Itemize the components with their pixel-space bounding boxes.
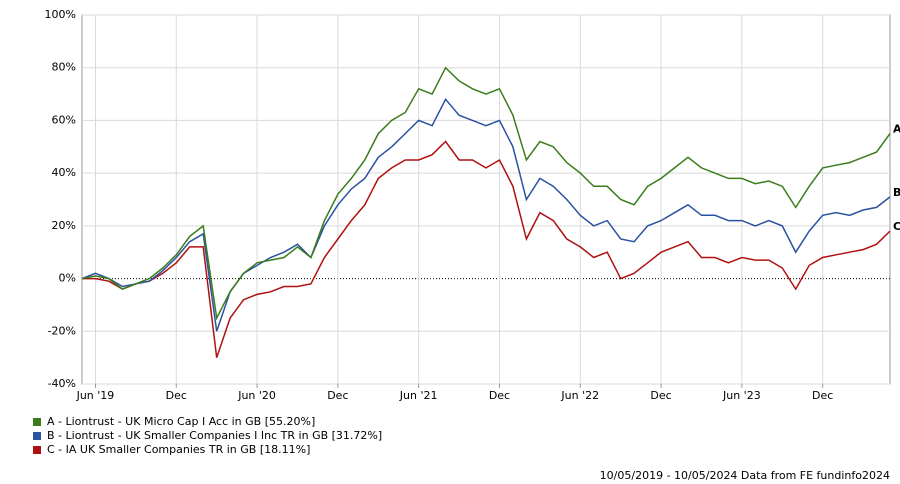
y-tick-label: -40% [48,377,76,390]
legend-label: B - Liontrust - UK Smaller Companies I I… [47,429,382,442]
legend-swatch [33,418,41,426]
legend-swatch [33,432,41,440]
y-tick-label: 60% [52,113,76,126]
series-line [81,66,891,321]
x-tick-label: Jun '23 [722,389,761,402]
x-tick-label: Jun '21 [399,389,438,402]
plot-frame [81,14,891,385]
y-tick-label: 0% [59,272,76,285]
x-tick-label: Jun '22 [560,389,599,402]
y-tick-label: 80% [52,61,76,74]
y-tick-label: 40% [52,166,76,179]
x-tick-label: Dec [327,389,348,402]
legend-label: C - IA UK Smaller Companies TR in GB [18… [47,443,310,456]
y-tick-label: 20% [52,219,76,232]
footer-note: 10/05/2019 - 10/05/2024 Data from FE fun… [600,469,890,482]
series-end-label: C [893,220,900,233]
x-tick-label: Jun '19 [76,389,115,402]
x-tick-label: Jun '20 [237,389,276,402]
series-line [82,140,891,358]
y-tick-label: 100% [45,8,76,21]
legend-label: A - Liontrust - UK Micro Cap I Acc in GB… [47,415,315,428]
legend-swatch [33,446,41,454]
x-tick-label: Dec [650,389,671,402]
x-tick-label: Dec [166,389,187,402]
x-tick-label: Dec [812,389,833,402]
series-line [81,97,891,332]
y-tick-label: -20% [48,324,76,337]
series-end-label: A [893,123,900,136]
series-end-label: B [893,186,900,199]
x-tick-label: Dec [489,389,510,402]
